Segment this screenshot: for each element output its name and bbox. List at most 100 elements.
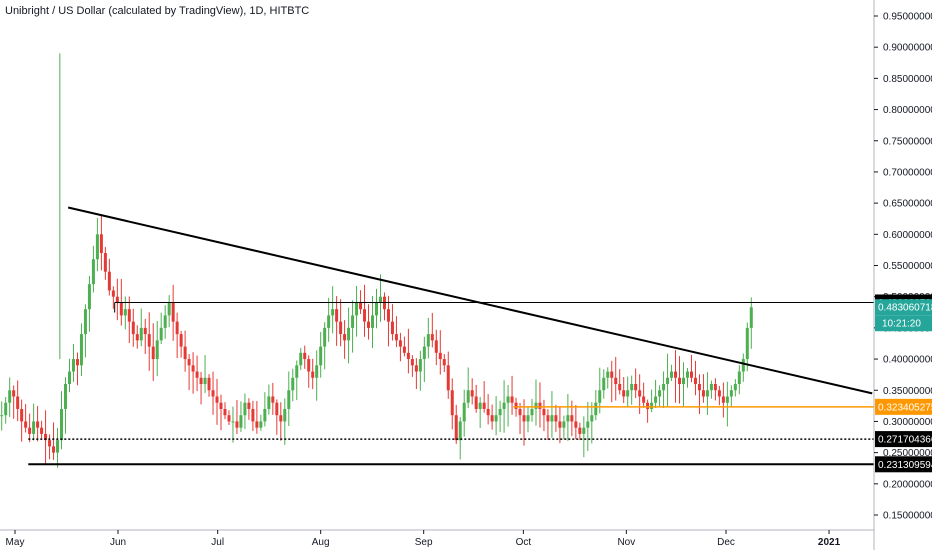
candle-body bbox=[566, 415, 570, 422]
x-tick-label: Jul bbox=[211, 537, 224, 548]
candle-body bbox=[331, 309, 335, 316]
candle-body bbox=[187, 359, 191, 366]
candle-body bbox=[259, 421, 263, 428]
candle-body bbox=[498, 408, 502, 416]
candle-body bbox=[518, 408, 522, 416]
candle-body bbox=[685, 371, 689, 378]
candle-body bbox=[87, 284, 91, 310]
descending-trendline[interactable] bbox=[67, 206, 873, 395]
candle-body bbox=[12, 390, 16, 397]
candle-body bbox=[737, 371, 741, 385]
candle-body bbox=[570, 415, 574, 422]
candle-body bbox=[693, 377, 697, 385]
candle-body bbox=[514, 402, 518, 409]
x-tick-label: Aug bbox=[312, 537, 330, 548]
candle-body bbox=[347, 327, 351, 341]
candle-body bbox=[526, 415, 530, 422]
candle-body bbox=[211, 390, 215, 397]
candle-body bbox=[590, 415, 594, 422]
candle-body bbox=[267, 396, 271, 409]
candle-body bbox=[650, 402, 654, 409]
candle-body bbox=[67, 371, 71, 385]
candle-body bbox=[36, 421, 40, 428]
candle-body bbox=[558, 421, 562, 428]
candle-body bbox=[107, 271, 111, 291]
candle-body bbox=[359, 302, 363, 310]
y-tick-label: 0.150000000 bbox=[883, 511, 932, 522]
candle-body bbox=[654, 396, 658, 403]
candle-body bbox=[183, 346, 187, 360]
candle-body bbox=[550, 415, 554, 422]
candle-body bbox=[630, 384, 634, 391]
candle-body bbox=[271, 396, 275, 403]
candle-body bbox=[355, 302, 359, 316]
candle-body bbox=[291, 377, 295, 391]
candle-body bbox=[155, 340, 159, 360]
candle-body bbox=[733, 384, 737, 391]
candle-body bbox=[40, 427, 44, 434]
candle-body bbox=[642, 396, 646, 403]
drawings bbox=[28, 206, 874, 466]
candle-body bbox=[247, 402, 251, 409]
candle-body bbox=[614, 377, 618, 385]
candle-body bbox=[470, 390, 474, 397]
price-tag-label: 0.483060718 bbox=[878, 303, 932, 314]
candle-body bbox=[52, 446, 56, 453]
candle-body bbox=[111, 290, 115, 297]
candle-body bbox=[191, 365, 195, 372]
candle-body bbox=[135, 334, 139, 341]
candle-body bbox=[115, 296, 119, 303]
x-tick-label: May bbox=[6, 537, 25, 548]
candle-body bbox=[299, 352, 303, 366]
countdown-label: 10:21:20 bbox=[882, 319, 921, 330]
candle-body bbox=[474, 396, 478, 409]
x-tick-label: Jun bbox=[110, 537, 126, 548]
candle-body bbox=[339, 321, 343, 335]
candle-body bbox=[510, 396, 514, 403]
candle-body bbox=[586, 421, 590, 428]
candle-body bbox=[450, 390, 454, 416]
candle-body bbox=[689, 371, 693, 378]
candle-body bbox=[131, 321, 135, 335]
candle-body bbox=[430, 334, 434, 341]
candle-body bbox=[287, 390, 291, 409]
candle-body bbox=[16, 396, 20, 409]
candle-body bbox=[32, 421, 36, 434]
y-tick-label: 0.850000000 bbox=[883, 74, 932, 85]
candle-body bbox=[522, 415, 526, 422]
candle-body bbox=[99, 234, 103, 254]
candle-body bbox=[725, 396, 729, 403]
candle-body bbox=[506, 396, 510, 403]
candle-body bbox=[227, 415, 231, 422]
candle-body bbox=[275, 402, 279, 416]
candle-body bbox=[749, 307, 753, 328]
candle-body bbox=[243, 402, 247, 416]
candle-body bbox=[315, 365, 319, 378]
candle-body bbox=[446, 365, 450, 391]
x-tick-label: Dec bbox=[717, 537, 735, 548]
candle-body bbox=[91, 259, 95, 285]
candle-body bbox=[143, 327, 147, 335]
candle-body bbox=[705, 390, 709, 397]
candle-body bbox=[8, 390, 12, 403]
candle-body bbox=[582, 427, 586, 434]
candle-body bbox=[622, 390, 626, 397]
candle-body bbox=[466, 390, 470, 403]
candle-body bbox=[95, 234, 99, 260]
candle-body bbox=[394, 334, 398, 341]
candle-body bbox=[678, 377, 682, 385]
candle-body bbox=[351, 315, 355, 328]
candle-body bbox=[594, 402, 598, 416]
candle-body bbox=[79, 334, 83, 366]
candle-body bbox=[546, 415, 550, 422]
candle-body bbox=[666, 377, 670, 385]
candle-body bbox=[638, 390, 642, 397]
candle-body bbox=[251, 408, 255, 422]
candle-body bbox=[482, 402, 486, 409]
candle-body bbox=[123, 309, 127, 316]
candle-body bbox=[562, 421, 566, 428]
candle-body bbox=[363, 309, 367, 322]
